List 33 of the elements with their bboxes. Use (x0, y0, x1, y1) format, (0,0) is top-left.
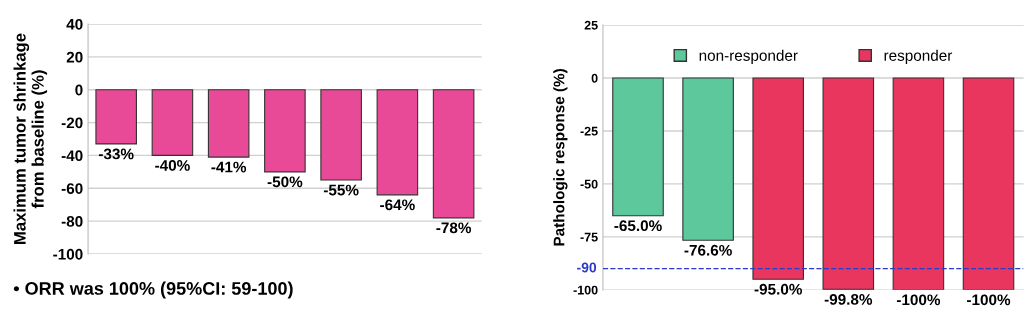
y-tick-label: -80 (61, 216, 83, 227)
ref-line-label: -90 (577, 262, 597, 273)
data-label: -40% (155, 160, 190, 171)
data-label: -76.6% (684, 244, 732, 256)
y-tick-label: 20 (66, 51, 83, 63)
data-label: -100% (967, 294, 1011, 306)
legend-label: responder (884, 49, 953, 64)
y-tick-label: -100 (573, 285, 598, 295)
y-axis-title: Pathologic response (%) (553, 69, 568, 246)
data-label: -78% (436, 222, 472, 234)
data-label: -33% (98, 148, 134, 160)
y-tick-label: -100 (53, 248, 83, 260)
y-tick-label: -75 (580, 232, 598, 242)
data-label: -100% (896, 294, 941, 306)
y-tick-label: 0 (591, 73, 598, 83)
y-tick-label: -40 (61, 150, 83, 162)
y-tick-label: -60 (61, 183, 83, 194)
y-axis-title: Maximum tumor shrinkage from baseline (%) (13, 33, 48, 244)
data-label: -64% (380, 199, 415, 211)
data-label: -55% (323, 184, 359, 196)
data-label: -95.0% (754, 283, 803, 295)
y-tick-label: -25 (580, 126, 598, 136)
data-label: -41% (211, 161, 247, 173)
legend-label: non-responder (699, 49, 798, 64)
data-label: -50% (267, 176, 303, 188)
data-label: -65.0% (614, 220, 662, 232)
data-label: -99.8% (824, 294, 873, 305)
text: • ORR was 100% (95%CI: 59-100) (13, 281, 293, 299)
y-tick-label: -20 (61, 117, 83, 129)
y-tick-label: 25 (584, 20, 598, 30)
y-tick-label: 0 (75, 84, 83, 96)
y-tick-label: -50 (580, 179, 598, 189)
y-tick-label: 40 (66, 18, 83, 30)
